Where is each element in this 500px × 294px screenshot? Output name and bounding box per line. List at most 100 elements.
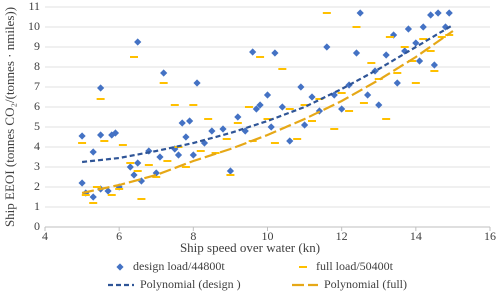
- point: [111, 129, 120, 137]
- point: [267, 123, 275, 131]
- point: [345, 110, 354, 112]
- point: [426, 50, 435, 52]
- point: [382, 51, 390, 59]
- point: [430, 70, 439, 72]
- point: [186, 117, 194, 125]
- y-tick-label: 10: [28, 19, 40, 33]
- point: [97, 131, 105, 139]
- point: [300, 104, 309, 106]
- point: [96, 98, 105, 100]
- point: [256, 56, 265, 58]
- point: [338, 105, 346, 113]
- y-tick-label: 0: [34, 219, 40, 233]
- point: [300, 121, 309, 129]
- point: [156, 153, 164, 161]
- point: [137, 198, 146, 200]
- x-tick-label: 16: [484, 229, 496, 243]
- point: [130, 171, 138, 179]
- y-tick-label: 1: [34, 199, 40, 213]
- point: [115, 188, 124, 190]
- point: [256, 101, 264, 109]
- y-tick-label: 3: [34, 159, 40, 173]
- y-tick-label: 8: [34, 59, 40, 73]
- point: [170, 104, 179, 106]
- point: [78, 179, 86, 187]
- point: [189, 151, 197, 159]
- point: [196, 150, 205, 152]
- point: [393, 79, 401, 87]
- legend-label: full load/50400t: [316, 259, 394, 273]
- point: [126, 162, 135, 164]
- y-tick-label: 11: [28, 0, 40, 13]
- point: [163, 160, 172, 162]
- y-axis-title: Ship EEOI (tonnes CO₂/(tonnes · nmiles)): [2, 7, 17, 227]
- point: [374, 78, 383, 80]
- point: [271, 49, 279, 57]
- y-tick-label: 2: [34, 179, 40, 193]
- point: [222, 138, 231, 140]
- point: [286, 137, 294, 145]
- point: [178, 119, 186, 127]
- point: [208, 127, 216, 135]
- point: [371, 67, 379, 75]
- point: [144, 164, 153, 166]
- point: [193, 79, 201, 87]
- point: [263, 91, 272, 99]
- point: [364, 91, 372, 99]
- point: [445, 34, 454, 36]
- x-tick-label: 12: [336, 229, 348, 243]
- point: [308, 93, 316, 101]
- point: [81, 194, 90, 196]
- y-tick-label: 6: [34, 99, 40, 113]
- point: [297, 83, 305, 91]
- point: [92, 186, 101, 188]
- point: [400, 46, 409, 48]
- x-tick-label: 10: [262, 229, 274, 243]
- point: [278, 103, 286, 111]
- point: [352, 26, 361, 28]
- point: [241, 127, 249, 135]
- point: [375, 101, 383, 109]
- point: [126, 163, 134, 171]
- y-tick-label: 9: [34, 39, 40, 53]
- point: [278, 68, 287, 70]
- point: [78, 142, 87, 144]
- point: [322, 12, 331, 14]
- point: [382, 118, 391, 120]
- point: [270, 142, 279, 144]
- point: [137, 177, 146, 185]
- point: [97, 84, 105, 92]
- point: [408, 60, 417, 62]
- point: [233, 122, 242, 124]
- legend-swatch: [299, 266, 307, 268]
- point: [419, 23, 427, 31]
- point: [174, 151, 183, 159]
- point: [415, 57, 424, 65]
- point: [437, 36, 446, 38]
- point: [430, 61, 438, 69]
- legend-label: Polynomial (full): [324, 277, 407, 291]
- x-tick-label: 6: [116, 229, 122, 243]
- y-tick-label: 7: [34, 79, 40, 93]
- y-tick-label: 5: [34, 119, 40, 133]
- point: [337, 92, 346, 94]
- point: [234, 113, 242, 121]
- point: [107, 194, 116, 196]
- x-axis-title: Ship speed over water (kn): [180, 240, 320, 255]
- point: [104, 187, 112, 195]
- point: [285, 108, 294, 110]
- point: [134, 159, 142, 167]
- point: [189, 104, 198, 106]
- point: [367, 62, 376, 64]
- point: [330, 128, 339, 130]
- legend-swatch: [116, 263, 124, 271]
- point: [160, 69, 168, 77]
- point: [118, 144, 127, 146]
- point: [108, 131, 116, 139]
- point: [412, 39, 420, 47]
- point: [293, 138, 302, 140]
- point: [308, 120, 316, 122]
- point: [78, 132, 86, 140]
- point: [100, 140, 109, 142]
